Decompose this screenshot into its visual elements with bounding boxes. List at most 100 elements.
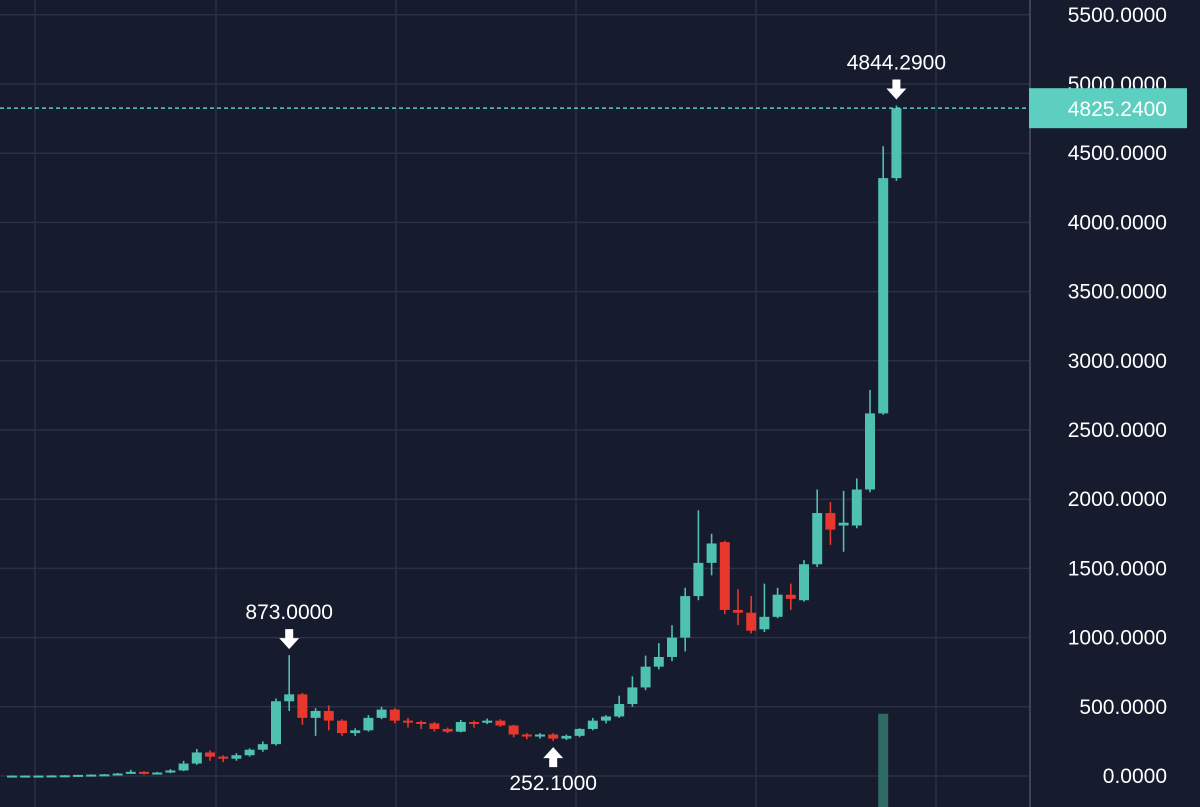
candle-body — [865, 413, 875, 490]
candle — [878, 146, 889, 415]
candle — [561, 734, 572, 741]
candle — [508, 724, 519, 738]
candle-body — [363, 717, 374, 731]
candle-body — [271, 701, 281, 745]
y-tick-label: 4000.0000 — [1068, 211, 1167, 234]
down-arrow-icon — [279, 629, 300, 650]
candle — [125, 769, 136, 774]
candle — [337, 719, 347, 736]
candle-body — [191, 752, 202, 764]
candle — [244, 748, 255, 757]
candle-body — [733, 609, 743, 613]
candle — [257, 741, 268, 752]
candle — [323, 705, 334, 731]
candle — [165, 769, 176, 774]
candle — [178, 760, 189, 772]
candle — [99, 774, 110, 777]
candle — [59, 775, 70, 778]
candle — [667, 625, 677, 662]
candle-body — [152, 772, 163, 775]
last-price-tag: 4825.2400 — [1029, 88, 1187, 129]
candle — [772, 587, 783, 619]
extreme-annotation: 252.1000 — [509, 747, 597, 795]
candle-body — [244, 749, 255, 756]
candle-body — [812, 513, 823, 565]
candle — [521, 733, 532, 740]
candle-body — [719, 542, 730, 610]
candle — [363, 715, 374, 732]
candle-body — [693, 562, 704, 597]
candle-body — [706, 543, 717, 563]
candle — [205, 750, 215, 761]
candle — [191, 749, 202, 765]
candle-body — [73, 774, 83, 777]
candle-body — [614, 704, 625, 717]
candle-body — [46, 775, 57, 778]
y-tick-label: 1500.0000 — [1068, 557, 1167, 580]
annotation-label: 873.0000 — [245, 601, 333, 624]
candle — [799, 560, 809, 602]
up-arrow-icon — [543, 747, 564, 768]
candle-body — [680, 596, 691, 638]
candle-body — [838, 522, 849, 526]
candle-body — [667, 637, 677, 657]
candle-body — [495, 720, 506, 726]
candle-body — [640, 666, 651, 688]
candle-body — [561, 735, 572, 739]
candle-body — [284, 694, 295, 702]
candle-body — [508, 725, 519, 735]
candle — [759, 583, 770, 633]
candle — [865, 389, 875, 493]
candle-body — [389, 709, 400, 721]
candle — [693, 510, 704, 601]
candle-body — [350, 730, 361, 734]
candle-body — [891, 108, 902, 179]
extreme-annotation: 4844.2900 — [847, 52, 946, 100]
candle — [297, 692, 308, 725]
horizontal-gridlines — [0, 14, 1030, 777]
candle-body — [442, 728, 453, 732]
candle — [746, 596, 757, 634]
price-axis[interactable]: 0.0000 500.0000 1000.0000 1500.0000 2000.000… — [1068, 4, 1167, 788]
candle — [73, 774, 83, 777]
candle-body — [587, 720, 598, 729]
candle-body — [59, 775, 70, 778]
candle — [389, 708, 400, 724]
candle-body — [469, 722, 479, 725]
candle-body — [799, 564, 809, 601]
candle — [271, 698, 281, 746]
candle — [376, 706, 387, 720]
last-price-tag-background — [1029, 88, 1187, 129]
candle-body — [376, 709, 387, 718]
candle-body — [403, 720, 413, 723]
candle-body — [86, 774, 97, 777]
candle-body — [7, 775, 17, 778]
candle-body — [521, 734, 532, 737]
candle-body — [33, 775, 44, 778]
extreme-annotation: 873.0000 — [245, 601, 333, 650]
volume-bar — [878, 713, 889, 807]
candle-body — [178, 763, 189, 771]
candle-body — [574, 728, 585, 736]
candle — [733, 589, 743, 626]
candle — [812, 489, 823, 568]
candle-body — [20, 775, 31, 778]
candle-body — [653, 656, 664, 667]
candle — [601, 715, 611, 724]
candle — [825, 501, 836, 545]
candle — [284, 655, 295, 711]
candle-body — [825, 513, 836, 530]
candle-body — [548, 734, 559, 739]
candle-body — [218, 756, 229, 759]
candle-body — [482, 720, 493, 723]
y-tick-label: 4500.0000 — [1068, 142, 1167, 165]
candle-body — [310, 710, 321, 718]
candle — [455, 719, 466, 733]
candle — [548, 733, 559, 742]
candle — [640, 655, 651, 691]
candle-body — [785, 594, 796, 599]
annotation-label: 4844.2900 — [847, 52, 946, 75]
candle — [46, 775, 57, 778]
